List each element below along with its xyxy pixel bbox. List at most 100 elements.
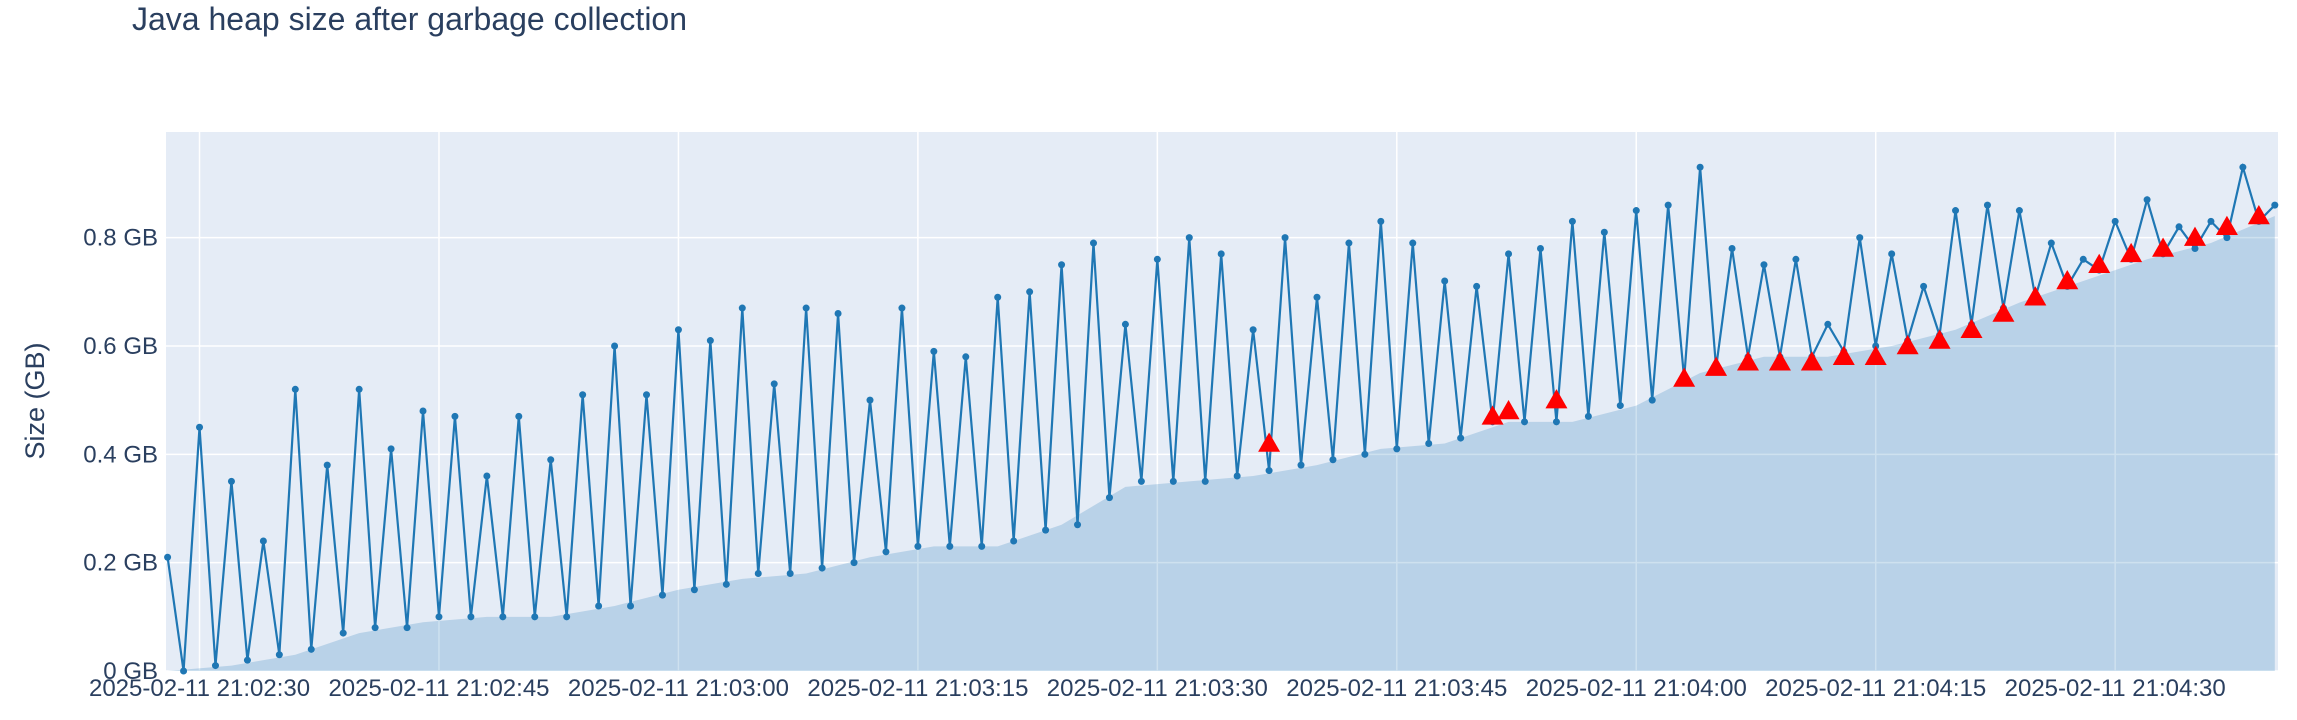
marker (1545, 389, 1568, 409)
point (211, 662, 219, 670)
point (1441, 277, 1449, 285)
area (167, 215, 2275, 671)
point (1632, 207, 1640, 215)
point (164, 553, 172, 561)
point (914, 542, 922, 550)
marker (1673, 367, 1696, 387)
point (1792, 255, 1800, 263)
point (1568, 217, 1576, 225)
point (355, 385, 363, 393)
point (1185, 234, 1193, 242)
marker (1737, 351, 1760, 371)
marker (1768, 351, 1791, 371)
point (2191, 244, 2199, 252)
point (227, 477, 235, 485)
marker (1497, 399, 1520, 420)
point (1888, 250, 1896, 258)
point (180, 667, 188, 675)
point (946, 542, 954, 550)
point (2207, 217, 2215, 225)
x-tick-label: 2025-02-11 21:02:30 (89, 675, 310, 702)
point (1457, 434, 1465, 442)
point (1265, 467, 1273, 475)
point (2271, 201, 2279, 209)
x-tick-label: 2025-02-11 21:04:30 (2005, 675, 2226, 702)
point (275, 651, 283, 659)
marker (1832, 345, 1855, 366)
point (371, 624, 379, 632)
point (1201, 477, 1209, 485)
marker (2088, 253, 2111, 273)
point (1536, 244, 1544, 252)
x-tick-label: 2025-02-11 21:02:45 (328, 675, 549, 702)
point (579, 391, 587, 399)
point (850, 559, 858, 567)
point (291, 385, 299, 393)
point (1313, 293, 1321, 301)
y-tick-label: 0.4 GB (83, 441, 158, 468)
marker (1258, 432, 1281, 452)
point (1026, 288, 1034, 296)
point (627, 602, 635, 610)
point (898, 304, 906, 312)
point (1153, 255, 1161, 263)
point (1760, 261, 1768, 269)
point (1233, 472, 1241, 480)
plot-background (166, 132, 2278, 671)
chart-title: Java heap size after garbage collection (132, 1, 687, 37)
point (1010, 537, 1018, 545)
point (307, 645, 315, 653)
point (1393, 445, 1401, 453)
point (882, 548, 890, 556)
point (1505, 250, 1513, 258)
point (2239, 163, 2247, 171)
point (1521, 418, 1529, 426)
y-axis-label: Size (GB) (20, 342, 50, 459)
marker (2120, 242, 2143, 263)
point (1137, 477, 1145, 485)
point (2111, 217, 2119, 225)
point (1089, 239, 1097, 247)
marker (2247, 204, 2270, 225)
point (754, 569, 762, 577)
point (962, 353, 970, 361)
point (1345, 239, 1353, 247)
point (1664, 201, 1672, 209)
point (387, 445, 395, 453)
point (196, 423, 204, 431)
point (1074, 521, 1082, 529)
point (1552, 418, 1560, 426)
point (994, 293, 1002, 301)
marker (2056, 269, 2079, 290)
marker (2215, 215, 2238, 236)
point (2223, 234, 2231, 242)
x-tick-label: 2025-02-11 21:03:45 (1286, 675, 1507, 702)
point (2175, 223, 2183, 231)
point (1042, 526, 1050, 534)
point (1728, 244, 1736, 252)
point (451, 412, 459, 420)
point (818, 564, 826, 572)
y-tick-label: 0 GB (103, 658, 158, 685)
point (1058, 261, 1066, 269)
point (1329, 456, 1337, 464)
point (643, 391, 651, 399)
point (1281, 234, 1289, 242)
point (834, 309, 842, 317)
marker (1481, 405, 1504, 425)
point (1600, 228, 1608, 236)
point (1696, 163, 1704, 171)
point (930, 347, 938, 355)
point (1105, 494, 1113, 502)
point (1361, 450, 1369, 458)
point (435, 613, 443, 621)
point (658, 591, 666, 599)
point (978, 542, 986, 550)
x-tick-label: 2025-02-11 21:04:15 (1765, 675, 1986, 702)
marker (1928, 329, 1951, 349)
point (1983, 201, 1991, 209)
y-tick-label: 0.2 GB (83, 550, 158, 577)
marker (1705, 356, 1728, 376)
point (323, 461, 331, 469)
point (403, 624, 411, 632)
